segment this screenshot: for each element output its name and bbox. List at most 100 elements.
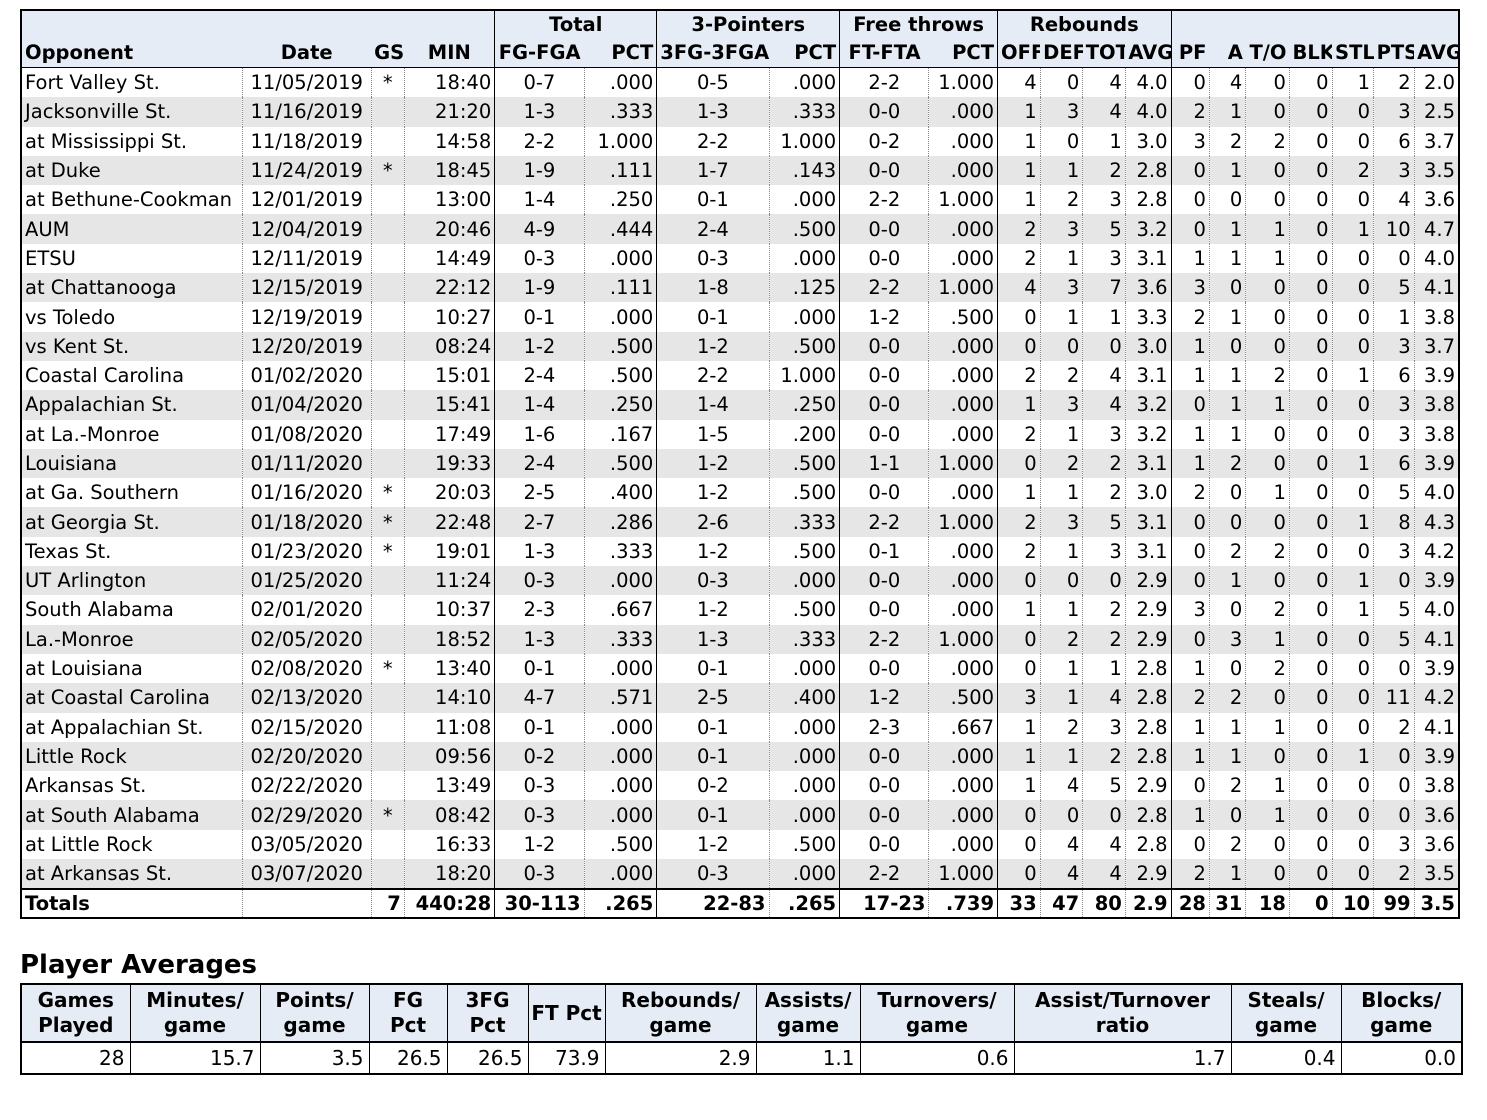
cell-tot: 2: [1082, 448, 1126, 479]
cell-off: 3: [997, 683, 1041, 713]
cell-pts-avg: 3.9: [1413, 566, 1459, 596]
cell-opponent: Fort Valley St.: [25, 71, 160, 95]
cell-pts: 0: [1373, 741, 1415, 772]
cell-pf: 2: [1170, 683, 1210, 713]
cell-ft-fta: 0-0: [839, 478, 929, 508]
cell-stl: 0: [1331, 536, 1374, 567]
cell-tot: 2: [1082, 624, 1126, 654]
cell-to: 2: [1245, 653, 1290, 684]
cell-ft-fta: 0-0: [839, 595, 929, 625]
cell-3fg-3fga: 1-4: [656, 390, 769, 420]
cell-pts-avg: 3.6: [1413, 185, 1459, 215]
cell-tot: 2: [1082, 595, 1126, 625]
cell-opponent: Louisiana: [21, 448, 243, 479]
cell-blk: 0: [1288, 536, 1333, 567]
table-row: at Ga. Southern 01/16/2020 * 20:03 2-5.400 1-…: [21, 478, 1459, 508]
cell-reb-avg: 3.2: [1124, 214, 1172, 244]
cell-reb-avg: 3.1: [1124, 536, 1172, 567]
cell-a: 0: [1208, 653, 1246, 684]
cell-fg-fga: 4-7: [494, 683, 585, 713]
cell-blk: 0: [1288, 712, 1333, 742]
cell-date: 01/25/2020: [241, 566, 372, 596]
cell-ft-pct: .000: [928, 771, 998, 801]
cell-blk: 0: [1288, 741, 1333, 772]
cell-off: 0: [997, 624, 1041, 654]
cell-reb-avg: 2.9: [1124, 566, 1172, 596]
cell-fg-fga: 0-1: [494, 653, 585, 684]
cell-tot: 4: [1082, 390, 1126, 420]
cell-to: 0: [1245, 683, 1290, 713]
cell-3fg-pct: .000: [768, 712, 840, 742]
table-row: at Chattanooga 12/15/2019 22:12 1-9.111 1-8.…: [21, 273, 1459, 303]
cell-3fg-3fga: 0-1: [656, 302, 769, 332]
cell-3fg-3fga: 2-5: [656, 683, 769, 713]
cell-a: 2: [1208, 126, 1246, 156]
cell-to: 1: [1245, 478, 1290, 508]
total-pf: 28: [1170, 888, 1210, 919]
cell-ft-fta: 1-2: [839, 302, 929, 332]
cell-fg-pct: .000: [583, 712, 657, 742]
cell-fg-fga: 1-4: [494, 185, 585, 215]
cell-def: 3: [1039, 273, 1083, 303]
cell-pts: 2: [1373, 712, 1415, 742]
cell-min: 22:12: [403, 273, 495, 303]
cell-fg-pct: .500: [583, 360, 657, 391]
cell-min: 09:56: [403, 741, 495, 772]
cell-fg-fga: 2-4: [494, 448, 585, 479]
cell-date: 02/01/2020: [241, 595, 372, 625]
cell-blk: 0: [1288, 683, 1333, 713]
cell-fg-fga: 4-9: [494, 214, 585, 244]
cell-reb-avg: 2.8: [1124, 653, 1172, 684]
cell-off: 2: [997, 507, 1041, 537]
cell-pts-avg: 3.7: [1413, 331, 1459, 361]
cell-ft-fta: 0-0: [839, 155, 929, 186]
cell-def: 4: [1039, 859, 1083, 890]
cell-ft-pct: .000: [928, 595, 998, 625]
cell-opponent: Little Rock: [21, 741, 243, 772]
cell-3fg-pct: 1.000: [768, 360, 840, 391]
cell-pts: 1: [1373, 302, 1415, 332]
cell-pts-avg: 4.0: [1413, 478, 1459, 508]
table-row: at South Alabama 02/29/2020 * 08:42 0-3.000 0…: [21, 800, 1459, 830]
cell-3fg-3fga: 0-3: [656, 859, 769, 890]
cell-tot: 5: [1082, 507, 1126, 537]
cell-ft-fta: 0-0: [839, 331, 929, 361]
cell-min: 13:49: [403, 771, 495, 801]
cell-ft-fta: 0-0: [839, 97, 929, 127]
cell-off: 1: [997, 97, 1041, 127]
table-row: at Mississippi St. 11/18/2019 14:58 2-2 1.00…: [21, 126, 1459, 156]
cell-blk: 0: [1288, 478, 1333, 508]
cell-date: 12/15/2019: [241, 273, 372, 303]
cell-pf: 1: [1170, 360, 1210, 391]
cell-blk: 0: [1288, 419, 1333, 449]
cell-a: 2: [1208, 771, 1246, 801]
cell-fg-pct: .571: [583, 683, 657, 713]
cell-ft-fta: 2-2: [839, 185, 929, 215]
column-header-3fg-pct: PCT: [769, 39, 840, 68]
cell-pts-avg: 2.5: [1413, 97, 1459, 127]
column-header-ft-pct: PCT: [928, 39, 998, 68]
cell-pts-avg: 3.8: [1413, 390, 1459, 420]
cell-stl: 0: [1331, 859, 1374, 890]
cell-off: 0: [997, 859, 1041, 890]
cell-fg-pct: .500: [583, 448, 657, 479]
cell-fg-fga: 0-3: [494, 771, 585, 801]
cell-to: 0: [1245, 829, 1290, 860]
column-header-date: Date: [242, 39, 372, 68]
cell-3fg-pct: .000: [768, 771, 840, 801]
cell-fg-pct: .500: [583, 829, 657, 860]
cell-ft-pct: 1.000: [928, 507, 998, 537]
cell-to: 0: [1245, 97, 1290, 127]
cell-pts-avg: 4.7: [1413, 214, 1459, 244]
cell-pf: 0: [1170, 67, 1210, 98]
cell-a: 1: [1208, 390, 1246, 420]
cell-pf: 1: [1170, 741, 1210, 772]
averages-value: 2.9: [604, 1041, 757, 1075]
cell-a: 1: [1208, 302, 1246, 332]
cell-ft-fta: 0-2: [839, 126, 929, 156]
total-3fg-3fga: 22-83: [656, 888, 769, 919]
cell-ft-fta: 0-0: [839, 243, 929, 274]
cell-blk: 0: [1288, 214, 1333, 244]
total-opponent: Totals: [21, 888, 243, 919]
column-header-def: DEF: [1040, 39, 1083, 68]
